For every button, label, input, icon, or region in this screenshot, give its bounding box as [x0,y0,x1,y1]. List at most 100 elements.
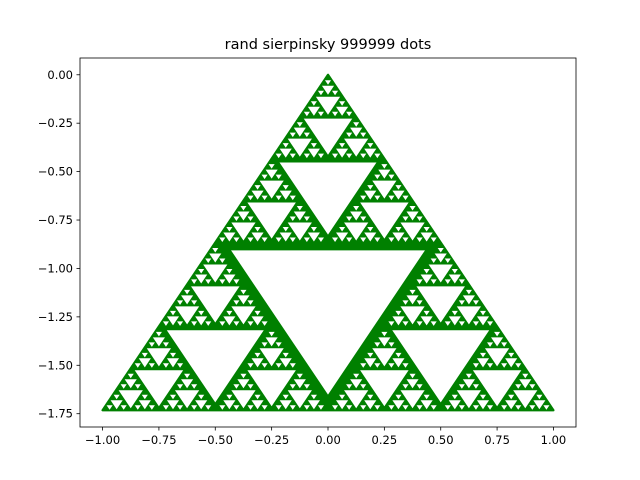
fractal-hole [251,232,264,242]
fractal-hole [344,390,369,409]
fractal-hole [374,342,381,347]
fractal-hole [360,237,367,243]
fractal-hole [223,400,236,410]
fractal-hole [289,153,296,159]
fractal-hole [134,363,141,368]
y-tick-label: −1.25 [38,310,73,324]
x-axis: −1.00 −0.75 −0.50 −0.25 0.00 0.25 0.50 0.75 1.00 [85,427,566,447]
fractal-hole [261,342,268,347]
fractal-hole [198,268,205,274]
fractal-hole [381,164,388,169]
fractal-hole [402,363,409,368]
fractal-hole [339,394,346,400]
fractal-hole [268,331,275,337]
fractal-hole [310,101,317,106]
fractal-hole [275,405,282,410]
fractal-hole [181,295,194,305]
fractal-hole [317,405,324,410]
fractal-hole [472,321,479,326]
fractal-hole [259,348,284,367]
fractal-hole [367,352,374,358]
fractal-hole [148,405,155,410]
fractal-hole [430,258,437,263]
fractal-hole [444,321,451,326]
fractal-hole [508,394,515,400]
fractal-hole [508,352,515,358]
x-tick-label: 0.00 [315,433,341,447]
fractal-hole [254,227,261,232]
fractal-hole [240,373,247,379]
fractal-hole [428,264,453,283]
fractal-hole [289,237,296,243]
fractal-hole [275,195,282,201]
fractal-hole [174,306,200,325]
fractal-hole [233,237,240,243]
fractal-hole [430,279,437,284]
fractal-hole [268,164,275,169]
fractal-hole [344,138,369,157]
x-tick-label: 0.25 [372,433,398,447]
fractal-hole [402,300,409,305]
fractal-hole [231,390,256,409]
fractal-hole [293,211,306,221]
fractal-hole [247,195,254,201]
y-tick-label: 0.00 [47,68,73,82]
fractal-hole [261,405,268,410]
fractal-hole [451,310,458,316]
fractal-hole [303,118,353,155]
fractal-hole [275,237,282,243]
fractal-hole [374,405,381,410]
fractal-hole [388,363,395,368]
fractal-hole [402,384,409,389]
fractal-hole [536,394,543,400]
fractal-hole [332,153,339,159]
fractal-hole [191,286,240,323]
fractal-hole [289,216,296,222]
fractal-hole [364,232,377,242]
fractal-hole [177,300,184,305]
fractal-hole [251,190,264,200]
fractal-hole [233,300,240,305]
fractal-hole [247,405,254,410]
fractal-hole [444,405,451,410]
fractal-hole [522,373,529,379]
fractal-hole [219,237,226,243]
fractal-hole [282,143,289,148]
fractal-hole [332,90,339,96]
fractal-hole [423,268,430,274]
fractal-hole [184,373,191,379]
fractal-hole [360,384,367,389]
fractal-hole [307,232,320,242]
fractal-hole [254,352,261,358]
fractal-hole [282,227,289,232]
fractal-hole [279,162,377,235]
fractal-hole [181,379,194,389]
fractal-hole [434,253,447,263]
fractal-hole [259,180,284,199]
fractal-hole [275,342,282,347]
fractal-hole [166,400,180,410]
fractal-hole [392,400,405,410]
fractal-hole [240,206,247,211]
fractal-hole [289,405,296,410]
fractal-hole [346,384,353,389]
fractal-hole [505,358,518,368]
fractal-hole [237,211,250,221]
fractal-hole [346,237,353,243]
fractal-hole [184,289,191,295]
fractal-hole [372,348,397,367]
fractal-hole [336,232,349,242]
fractal-hole [416,300,423,305]
fractal-hole [420,316,433,326]
fractal-hole [169,394,177,400]
fractal-hole [367,394,374,400]
fractal-hole [307,400,320,410]
fractal-hole [346,405,353,410]
fractal-hole [219,279,226,284]
fractal-hole [261,174,268,180]
fractal-hole [254,185,261,190]
fractal-hole [120,384,127,389]
x-tick-label: 0.50 [428,433,454,447]
fractal-hole [406,379,419,389]
fractal-hole [289,195,296,201]
